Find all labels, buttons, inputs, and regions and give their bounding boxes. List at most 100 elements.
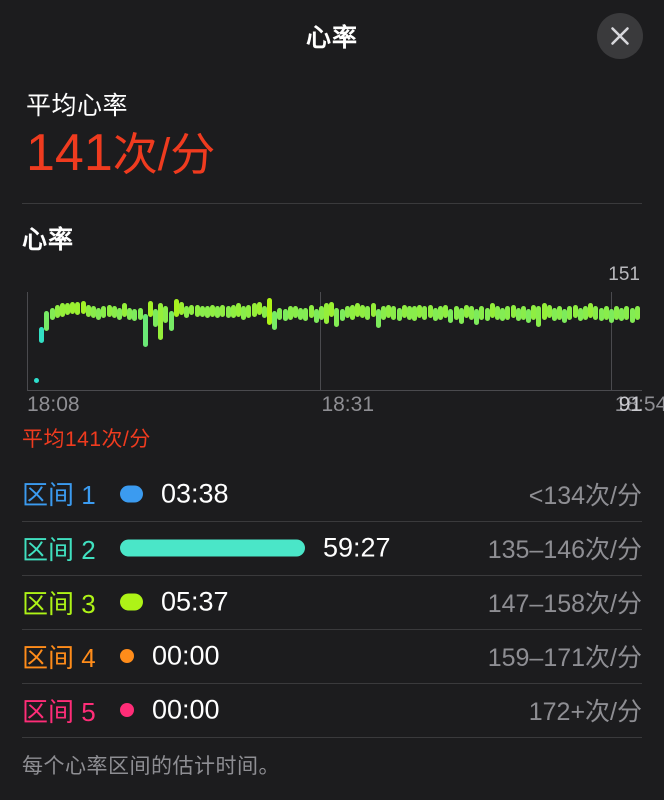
chart-bar [360,304,366,319]
chart-bar [90,306,96,319]
chart-bar [298,307,304,320]
chart-bar [474,309,480,326]
zone-row[interactable]: 区间 3 05:37 147–158次/分 [22,574,642,629]
chart-bar [531,304,537,320]
chart-bar [44,310,50,332]
zone-row[interactable]: 区间 4 00:00 159–171次/分 [22,628,642,683]
zone-range-label: 172+次/分 [528,698,642,727]
chart-bar [381,306,387,320]
chart-plot-wrapper [22,291,642,391]
chart-bar [194,304,200,317]
chart-bar [34,378,39,384]
chart-bar [603,306,609,320]
chart-bar [75,301,81,316]
section-divider-top [22,202,642,204]
zone-bar-holder: 00:00 [120,683,529,737]
chart-bar [246,304,252,319]
chart-bar [308,304,314,319]
chart-bar [59,303,65,317]
chart-average-footnote: 平均141次/分 [22,427,151,451]
chart-bar [541,303,547,320]
chart-bar [261,306,267,319]
chart-bar [122,303,128,317]
chart-bar [127,307,133,320]
chart-bar [199,306,205,317]
chart-bar [204,306,210,319]
chart-bar [173,299,179,317]
zone-row[interactable]: 区间 1 03:38 <134次/分 [22,467,642,521]
average-heart-rate-value: 141次/分 [26,126,664,181]
chart-axis-max-label: 151 [608,263,640,285]
chart-bars [34,292,640,390]
chart-bar [458,307,464,324]
chart-xtick-1: 18:08 [27,392,80,416]
chart-bar [303,307,309,322]
zones-bottom-divider [22,736,642,738]
chart-bar [422,306,428,320]
chart-bar [515,307,521,322]
zone-bar-holder: 03:38 [120,467,529,521]
chart-bar [546,304,552,319]
zone-indicator-dot [120,649,134,664]
chart-bar [215,306,221,319]
chart-gridline [611,291,613,390]
chart-bar [85,304,91,317]
chart-bar [489,303,495,319]
zones-footnote: 每个心率区间的估计时间。 [22,754,280,778]
chart-bar [49,307,55,320]
zone-name-label: 区间 5 [22,696,96,727]
chart-bar [54,304,60,319]
chart-bar [241,306,247,320]
chart-bar [583,306,589,320]
average-heart-rate-number: 141 [26,124,113,182]
chart-bar [168,310,174,332]
chart-bar [230,304,236,319]
chart-bar [116,307,122,320]
zone-time-value: 00:00 [152,694,220,725]
chart-bar [282,309,288,322]
chart-bar [101,306,107,319]
chart-title: 心率 [22,225,75,254]
chart-bar [479,306,485,320]
zone-indicator-dot [120,485,143,503]
zone-bar-holder: 05:37 [120,575,488,629]
chart-bar [65,303,71,316]
chart-bar [80,300,86,314]
chart-bar [624,306,630,320]
chart-bar [634,306,640,320]
zone-bar-holder: 59:27 [120,521,488,575]
chart-bar [349,304,355,320]
chart-bar [251,303,257,317]
chart-bar [557,306,563,320]
zone-bar-holder: 00:00 [120,629,488,683]
chart-bar [365,306,371,320]
chart-bar [256,301,262,316]
chart-bar [453,306,459,320]
chart-xtick-3: 18:54 [614,392,664,416]
chart-bar [344,306,350,319]
chart-bar [391,306,397,320]
chart-bar [184,306,190,319]
chart-bar [329,301,335,317]
chart-bar [396,307,402,322]
zone-row[interactable]: 区间 2 59:27 135–146次/分 [22,520,642,575]
chart-bar [339,309,345,322]
chart-bar [629,307,635,323]
chart-bar [484,307,490,322]
zone-name-label: 区间 2 [22,534,96,565]
chart-bar [277,307,283,320]
zone-row[interactable]: 区间 5 00:00 172+次/分 [22,682,642,737]
close-button[interactable] [597,13,643,59]
chart-bar [510,304,516,319]
chart-gridline [319,291,321,390]
heart-rate-zones-list: 区间 1 03:38 <134次/分 区间 2 59:27 135–146次/分 区间 3 0… [0,467,664,737]
chart-bar [614,306,620,320]
chart-bar [494,306,500,320]
chart-bar [500,307,506,322]
zone-name-label: 区间 3 [22,588,96,619]
zone-range-label: 159–171次/分 [487,644,642,673]
chart-bar [417,304,423,319]
chart-bar [448,309,454,323]
chart-bar [412,306,418,322]
chart-bar [132,309,138,322]
